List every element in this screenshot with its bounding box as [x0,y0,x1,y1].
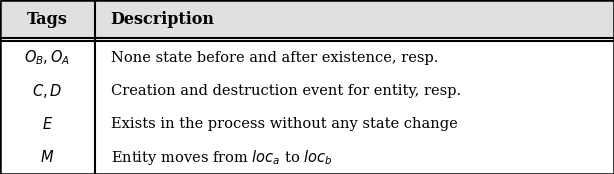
Text: Description: Description [111,11,214,28]
Text: Tags: Tags [27,11,68,28]
Text: $E$: $E$ [42,116,53,132]
Text: None state before and after existence, resp.: None state before and after existence, r… [111,51,438,65]
Text: Entity moves from $loc_a$ to $loc_b$: Entity moves from $loc_a$ to $loc_b$ [111,148,332,167]
Text: $O_B,O_A$: $O_B,O_A$ [25,49,71,67]
Text: Exists in the process without any state change: Exists in the process without any state … [111,117,457,131]
Bar [0,0,614,38]
Text: $C,D$: $C,D$ [33,82,63,100]
Text: $M$: $M$ [41,149,55,165]
Text: Creation and destruction event for entity, resp.: Creation and destruction event for entit… [111,84,460,98]
